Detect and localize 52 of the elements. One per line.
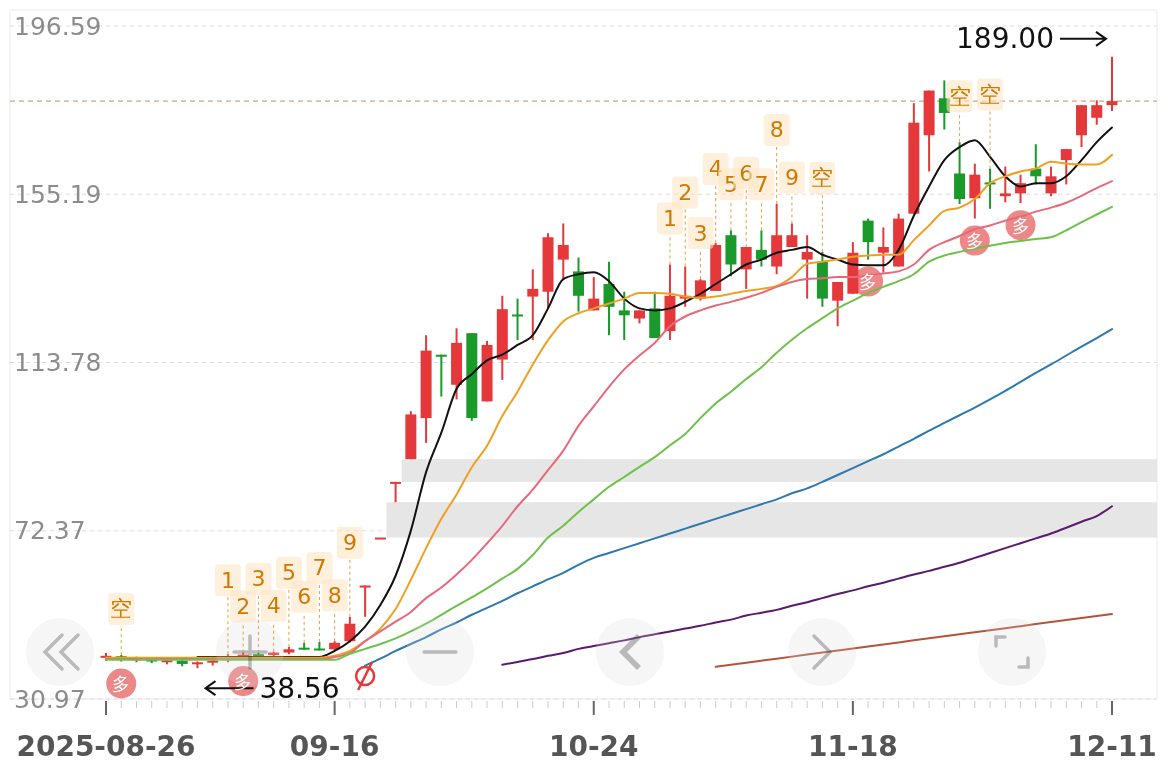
- annotation: 7: [312, 555, 327, 581]
- y-tick-label: 30.97: [14, 684, 86, 714]
- annotation: 3: [693, 220, 708, 246]
- candlestick: [999, 165, 1011, 204]
- annotation: 2: [678, 180, 693, 206]
- candlestick: [877, 226, 889, 274]
- annotation: 5: [723, 171, 738, 197]
- x-tick-label: 09-16: [289, 729, 380, 763]
- annotation: 5: [281, 560, 296, 586]
- annotation: 8: [769, 117, 784, 143]
- line-series: [501, 505, 1113, 666]
- candlestick: [832, 280, 844, 328]
- annotation: 2: [236, 594, 251, 620]
- annotation: 7: [754, 171, 769, 197]
- annotation: 6: [739, 160, 754, 186]
- candlestick: [512, 297, 524, 342]
- candlestick: [801, 234, 813, 300]
- y-tick-label: 155.19: [14, 179, 102, 209]
- annotation: 多: [859, 271, 878, 293]
- candlestick: [527, 268, 539, 342]
- candlestick: [969, 162, 981, 220]
- annotation: 多: [112, 672, 131, 694]
- candlestick: [1060, 148, 1072, 186]
- x-tick-label: 2025-08-26: [16, 729, 196, 763]
- annotation: 38.56: [259, 671, 340, 705]
- annotation: 多: [965, 230, 984, 252]
- candlestick: [1091, 99, 1103, 126]
- candlestick: [359, 584, 371, 618]
- annotation: 多: [1011, 214, 1030, 236]
- candlestick: [435, 353, 447, 398]
- x-tick-label: 12-11: [1067, 729, 1157, 763]
- annotation: 3: [251, 566, 266, 592]
- annotation: 1: [662, 205, 677, 231]
- candlestick: [862, 217, 874, 261]
- annotation: 8: [327, 582, 342, 608]
- y-tick-label: 196.59: [14, 11, 102, 41]
- candlestick: [390, 480, 402, 504]
- x-tick-label: 11-18: [808, 729, 898, 763]
- annotation: 4: [266, 593, 281, 619]
- annotation: 6: [297, 584, 312, 610]
- y-tick-label: 72.37: [14, 516, 86, 546]
- annotation: 9: [784, 164, 799, 190]
- annotation: 189.00: [956, 22, 1054, 56]
- x-tick-label: 10-24: [548, 729, 639, 763]
- annotation: 1: [220, 567, 235, 593]
- candlestick: [557, 222, 569, 281]
- candlestick: [618, 290, 630, 342]
- annotation: 4: [708, 156, 723, 182]
- y-tick-label: 113.78: [14, 348, 102, 377]
- annotation: 多: [234, 670, 253, 692]
- annotation: 9: [342, 530, 357, 556]
- candlestick: [938, 79, 950, 131]
